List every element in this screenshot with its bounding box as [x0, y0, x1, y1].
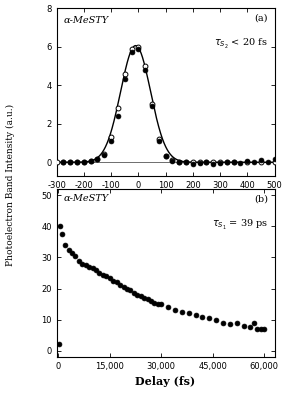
Text: (a): (a): [254, 13, 268, 22]
Text: $\tau_{S_1}$ = 39 ps: $\tau_{S_1}$ = 39 ps: [212, 218, 268, 232]
Text: $\tau_{S_2}$ < 20 fs: $\tau_{S_2}$ < 20 fs: [214, 36, 268, 51]
Text: (b): (b): [254, 194, 268, 203]
Text: α-MeSTY: α-MeSTY: [63, 16, 108, 25]
Text: α-MeSTY: α-MeSTY: [63, 194, 108, 203]
X-axis label: Delay (fs): Delay (fs): [136, 376, 196, 387]
Text: Photoelectron Band Intensity (a.u.): Photoelectron Band Intensity (a.u.): [6, 103, 15, 265]
